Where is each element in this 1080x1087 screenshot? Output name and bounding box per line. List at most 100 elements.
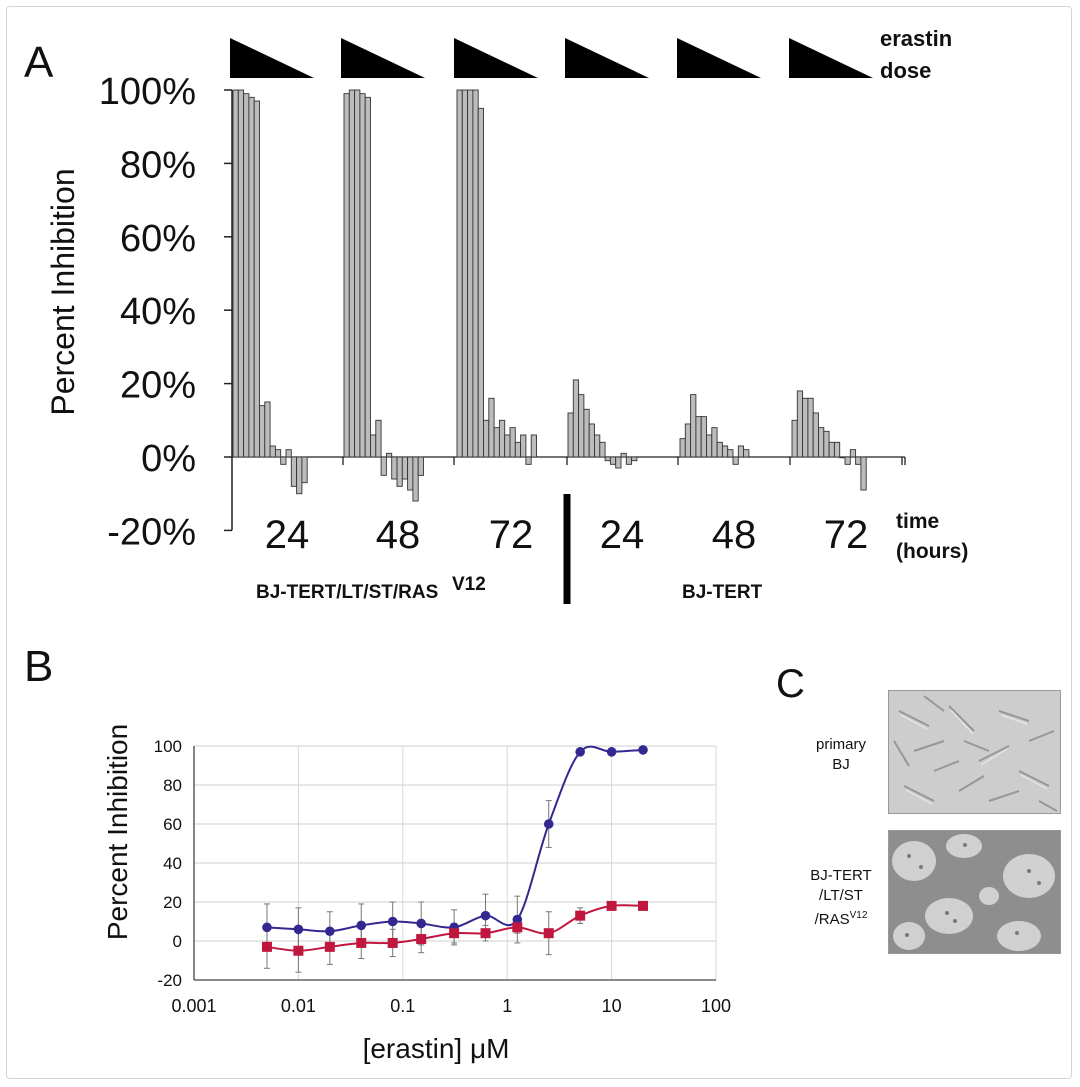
data-point — [638, 900, 649, 911]
data-point — [638, 745, 648, 755]
data-point — [512, 914, 523, 925]
data-point — [262, 922, 272, 933]
data-point — [480, 928, 491, 939]
photo2-label-line2: /LT/ST — [819, 887, 863, 904]
data-point — [606, 900, 617, 911]
data-point — [293, 924, 304, 935]
dose-wedge — [677, 38, 761, 78]
group-time-label: 72 — [489, 513, 534, 557]
bar — [599, 441, 606, 458]
y-tick-label: 100 — [154, 737, 182, 756]
y-tick-label: 40% — [120, 291, 196, 333]
dose-wedge — [789, 38, 873, 78]
dose-label-line1: erastin — [880, 26, 952, 51]
data-point — [512, 922, 523, 933]
group-time-label: 24 — [600, 513, 645, 557]
x-tick-label: 0.1 — [390, 996, 415, 1016]
y-tick-label: 80 — [163, 776, 182, 795]
y-tick-label: -20% — [107, 511, 196, 553]
data-point — [480, 910, 491, 921]
y-tick-label: 100% — [99, 71, 196, 113]
data-point — [606, 747, 617, 757]
photo1-label-line1: primary — [815, 736, 866, 753]
y-axis-label: Percent Inhibition — [45, 168, 81, 415]
data-point — [575, 910, 586, 921]
bar — [743, 449, 750, 458]
bar — [301, 456, 308, 484]
dose-wedge — [230, 38, 314, 78]
bj-tert-ras-texture — [889, 831, 1060, 953]
bar — [520, 434, 527, 458]
data-point — [261, 941, 272, 952]
x-tick-label: 0.001 — [171, 996, 216, 1016]
bar — [732, 456, 739, 465]
bar — [417, 456, 424, 476]
y-tick-label: 60% — [120, 218, 196, 260]
bar — [631, 456, 638, 462]
data-point — [416, 918, 426, 929]
y-tick-label: 0 — [173, 932, 182, 951]
x-tick-label: 1 — [502, 996, 512, 1016]
panel-a-bar-chart: 100% 80% 60% 40% 20% 0% -20% Percent Inhibition… — [45, 26, 968, 604]
data-point — [416, 934, 427, 945]
bar — [477, 107, 484, 458]
time-label-line1: time — [896, 510, 939, 533]
data-point — [449, 928, 460, 939]
data-point — [356, 920, 367, 931]
photo2-label-line1: BJ-TERT — [810, 867, 872, 884]
bar — [364, 96, 371, 458]
group-time-label: 72 — [824, 513, 869, 557]
x-tick-label: 0.01 — [281, 996, 316, 1016]
photo1-label: primary BJ — [796, 735, 886, 775]
x-tick-label: 10 — [602, 996, 622, 1016]
panel-b-letter: B — [24, 642, 54, 691]
bar — [620, 452, 627, 458]
bar — [860, 456, 867, 491]
bar — [274, 449, 282, 458]
bar — [412, 456, 419, 502]
bar — [280, 456, 287, 465]
bar — [844, 456, 851, 465]
photo2-label: BJ-TERT /LT/ST /RASV12 — [796, 866, 886, 930]
bj-tert-ras-micrograph — [888, 830, 1061, 954]
primary-bj-texture — [889, 691, 1060, 813]
data-point — [387, 916, 398, 927]
data-point — [293, 945, 304, 956]
y-tick-label: -20 — [157, 971, 182, 990]
bar — [253, 100, 260, 458]
y-tick-label: 60 — [163, 815, 182, 834]
dose-wedge — [454, 38, 538, 78]
data-point — [575, 747, 585, 757]
bar — [530, 434, 537, 458]
dose-label-line2: dose — [880, 58, 931, 83]
group-time-label: 48 — [712, 513, 757, 557]
series-line — [266, 745, 644, 933]
primary-bj-micrograph — [888, 690, 1061, 814]
y-axis-label: Percent Inhibition — [102, 724, 133, 940]
data-point — [325, 926, 335, 937]
group-time-label: 48 — [376, 513, 421, 557]
photo2-label-line3: /RAS — [814, 911, 850, 928]
group1-label: BJ-TERT/LT/ST/RAS — [256, 582, 438, 603]
group-time-label: 24 — [265, 513, 310, 557]
data-point — [387, 937, 398, 948]
bar — [264, 401, 271, 458]
bar — [833, 441, 841, 458]
dose-wedge — [341, 38, 425, 78]
bar — [727, 449, 734, 458]
group1-label-sup: V12 — [452, 574, 486, 595]
time-label-line2: (hours) — [896, 540, 968, 563]
bar — [849, 449, 857, 458]
panel-c-letter: C — [776, 662, 805, 706]
photo2-label-sup: V12 — [849, 910, 868, 921]
photo1-label-line2: BJ — [832, 756, 850, 773]
x-axis-label: [erastin] μM — [363, 1033, 510, 1064]
group2-label: BJ-TERT — [682, 582, 763, 603]
panel-a-letter: A — [24, 38, 54, 87]
y-tick-label: 40 — [163, 854, 182, 873]
dose-wedge — [565, 38, 649, 78]
bar — [285, 449, 292, 458]
data-point — [543, 928, 554, 939]
bar — [615, 456, 622, 469]
